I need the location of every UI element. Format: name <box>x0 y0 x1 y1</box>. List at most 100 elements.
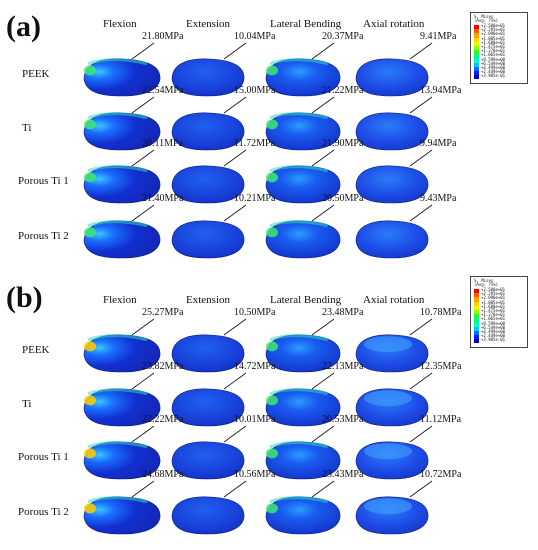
panel-label: (b) <box>6 281 43 314</box>
leader-line <box>311 96 335 114</box>
max-stress-value: 21.80MPa <box>142 31 184 42</box>
max-stress-value: 11.12MPa <box>420 414 462 425</box>
legend-value: +6.549e+00 <box>481 60 506 66</box>
stress-band <box>87 388 148 396</box>
max-stress-value: 22.13MPa <box>322 361 364 372</box>
leader-line <box>223 425 247 443</box>
stress-band <box>87 334 148 342</box>
stress-legend: S, Mises (Avg: 75%) +2.500e+01 +2.295e+01 +2… <box>470 276 528 348</box>
leader-line <box>131 425 155 443</box>
row-label: Porous Ti 2 <box>18 506 69 518</box>
stress-contour-shape <box>355 112 429 151</box>
stress-contour-plot <box>352 331 432 379</box>
column-header: Axial rotation <box>363 18 425 30</box>
stress-contour-plot <box>352 217 432 265</box>
legend-value: +3.985e-01 <box>481 337 506 343</box>
leader-line <box>131 480 155 498</box>
legend-swatch <box>474 66 479 72</box>
leader-line <box>409 480 433 498</box>
leader-line <box>409 204 433 222</box>
stress-contour-plot <box>262 109 344 157</box>
stress-band <box>269 220 328 228</box>
stress-band <box>269 112 328 120</box>
column-header: Flexion <box>103 18 137 30</box>
row-label: Ti <box>22 122 32 134</box>
stress-contour-plot <box>262 331 344 379</box>
leader-line <box>409 42 433 60</box>
max-stress-value: 13.94MPa <box>420 85 462 96</box>
stress-hotspot <box>84 503 96 514</box>
stress-contour-plot <box>168 55 248 103</box>
legend-value: +1.065e+01 <box>481 52 506 58</box>
panel-label: (a) <box>6 10 41 43</box>
max-stress-value: 22.54MPa <box>142 85 184 96</box>
max-stress-value: 25.27MPa <box>142 307 184 318</box>
stress-contour-plot <box>80 385 164 433</box>
leader-line <box>223 204 247 222</box>
max-stress-value: 21.22MPa <box>322 85 364 96</box>
legend-swatch <box>474 71 479 76</box>
leader-line <box>311 204 335 222</box>
stress-contour-plot <box>168 385 248 433</box>
stress-hotspot <box>266 227 278 238</box>
leader-line <box>409 96 433 114</box>
leader-line <box>131 42 155 60</box>
leader-line <box>311 372 335 390</box>
legend-swatch <box>474 41 479 46</box>
legend-value: +1.270e+01 <box>481 48 506 54</box>
legend-value: +3.985e-01 <box>481 73 506 79</box>
stress-contour-plot <box>80 217 164 265</box>
legend-swatch <box>474 314 479 319</box>
stress-hotspot <box>266 65 278 76</box>
leader-line <box>131 372 155 390</box>
stress-contour-shape <box>265 496 341 535</box>
stress-hotspot <box>364 336 412 353</box>
stress-contour-plot <box>262 55 344 103</box>
legend-value: +1.885e+01 <box>481 35 506 41</box>
stress-band <box>87 496 148 504</box>
legend-colorbar <box>474 25 479 80</box>
max-stress-value: 24.68MPa <box>142 469 184 480</box>
stress-contour-shape <box>355 220 429 259</box>
legend-value: +1.270e+01 <box>481 312 506 318</box>
stress-contour-plot <box>168 438 248 486</box>
max-stress-value: 20.11MPa <box>142 138 184 149</box>
legend-title: S, Mises <box>474 278 494 283</box>
max-stress-value: 23.82MPa <box>142 361 184 372</box>
leader-line <box>311 425 335 443</box>
legend-swatch <box>474 318 479 323</box>
max-stress-value: 10.21MPa <box>234 193 276 204</box>
stress-contour-plot <box>352 162 432 210</box>
legend-value: +8.599e+00 <box>481 320 506 326</box>
legend-swatch <box>474 339 479 344</box>
legend-swatch <box>474 37 479 42</box>
legend-swatch <box>474 309 479 315</box>
legend-subtitle: (Avg: 75%) <box>474 18 499 23</box>
stress-band <box>269 441 328 449</box>
max-stress-value: 10.01MPa <box>234 414 276 425</box>
stress-contour-plot <box>262 493 344 541</box>
max-stress-value: 10.50MPa <box>234 307 276 318</box>
legend-values: +2.500e+01 +2.295e+01 +2.090e+01 +1.885e+01… <box>481 287 506 343</box>
stress-hotspot <box>84 395 96 406</box>
stress-hotspot <box>266 172 278 183</box>
leader-line <box>311 42 335 60</box>
leader-line <box>223 372 247 390</box>
stress-hotspot <box>266 448 278 459</box>
legend-value: +2.500e+01 <box>481 287 506 292</box>
stress-contour-shape <box>171 496 245 535</box>
stress-contour-shape <box>83 220 161 259</box>
legend-value: +4.499e+00 <box>481 65 506 71</box>
row-label: Porous Ti 1 <box>18 451 69 463</box>
legend-value: +2.500e+01 <box>481 23 506 28</box>
stress-contour-plot <box>168 493 248 541</box>
stress-hotspot <box>364 498 412 515</box>
legend-value: +2.090e+01 <box>481 31 506 37</box>
max-stress-value: 10.78MPa <box>420 307 462 318</box>
legend-value: +8.599e+00 <box>481 56 506 62</box>
stress-band <box>269 58 328 66</box>
leader-line <box>311 318 335 336</box>
legend-swatch <box>474 54 479 59</box>
stress-contour-plot <box>80 162 164 210</box>
